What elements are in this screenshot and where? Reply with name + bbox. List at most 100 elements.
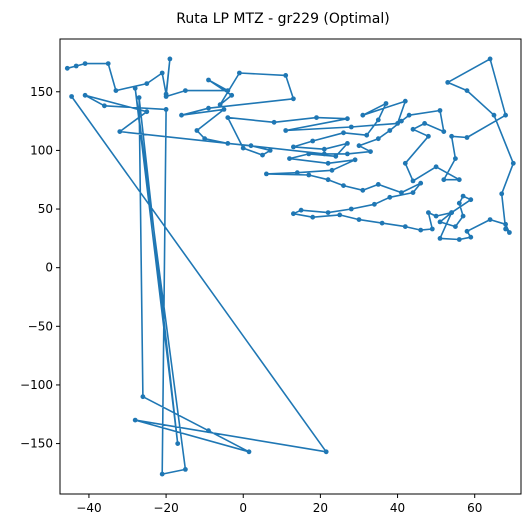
y-tick-label: 150 [30,85,53,99]
route-point [468,234,474,240]
route-point [441,177,447,183]
y-tick-label: −100 [20,378,53,392]
x-tick-label: 60 [467,501,482,515]
route-point [433,164,439,170]
route-point [460,193,466,199]
route-point [460,213,466,219]
y-tick-label: −50 [28,319,53,333]
route-point [163,107,169,112]
route-point [360,112,366,118]
x-tick-label: 20 [313,501,328,515]
route-point [503,226,508,232]
route-point [183,467,188,472]
route-series [64,56,516,477]
route-point [437,236,443,241]
route-point [422,121,427,126]
route-point [287,156,292,162]
route-point [248,143,254,149]
route-point [240,145,246,151]
route-point [64,65,70,71]
route-point [194,128,200,133]
route-point [225,141,231,146]
route-point [237,70,242,76]
route-point [310,138,316,144]
route-point [136,95,142,100]
route-point [206,77,211,83]
route-point [426,210,431,216]
route-point [418,227,424,233]
route-point [375,117,381,123]
x-tick-label: −40 [76,501,101,515]
route-point [402,98,408,104]
route-point [387,194,393,200]
route-point [82,61,88,66]
route-point [291,211,296,217]
y-tick-label: 0 [45,261,53,275]
route-point [325,160,331,166]
route-point [464,228,470,234]
y-axis: −150 −100 −50 0 50 100 150 [20,85,60,451]
route-point [399,190,404,196]
route-point [449,210,454,216]
route-point [206,105,211,111]
route-point [69,94,74,99]
route-point [283,73,289,78]
route-point [437,219,443,225]
x-axis: −40 −20 0 20 40 60 [76,494,482,515]
route-point [229,92,235,98]
route-point [375,136,381,142]
route-point [352,157,358,163]
route-point [402,224,408,230]
route-point [456,237,462,242]
route-point [329,167,335,173]
route-line [67,58,515,475]
route-point [464,88,470,93]
route-point [341,183,346,189]
route-point [225,115,231,120]
route-point [507,230,512,235]
route-point [402,160,408,166]
route-point [348,206,354,212]
route-point [183,88,188,93]
route-point [113,88,119,93]
route-point [395,121,400,126]
route-point [337,212,343,218]
route-point [345,116,350,122]
x-tick-label: −20 [153,501,178,515]
route-point [426,133,431,139]
route-point [291,96,296,102]
y-tick-label: 100 [30,143,53,157]
route-point [449,133,454,139]
route-point [321,151,327,157]
route-point [399,118,404,124]
route-point [437,108,443,113]
route-point [102,103,107,109]
route-point [175,441,181,446]
route-point [132,417,138,423]
route-point [333,153,339,159]
x-tick-label: 40 [390,501,405,515]
plot-frame [59,38,522,495]
route-point [159,471,165,477]
route-point [144,109,150,115]
x-tick-label: 0 [239,501,247,515]
route-point [456,177,462,183]
route-point [410,126,416,132]
route-point [429,226,435,232]
route-point [375,182,381,187]
route-point [410,190,416,196]
route-point [82,92,88,98]
route-point [360,187,366,193]
route-point [418,180,424,186]
route-point [310,214,316,220]
route-point [167,56,173,62]
route-point [206,428,211,434]
route-point [132,85,138,91]
route-point [503,221,508,227]
route-point [159,70,165,76]
route-point [456,200,462,206]
route-point [406,112,412,118]
route-point [356,143,362,149]
route-point [267,148,273,153]
